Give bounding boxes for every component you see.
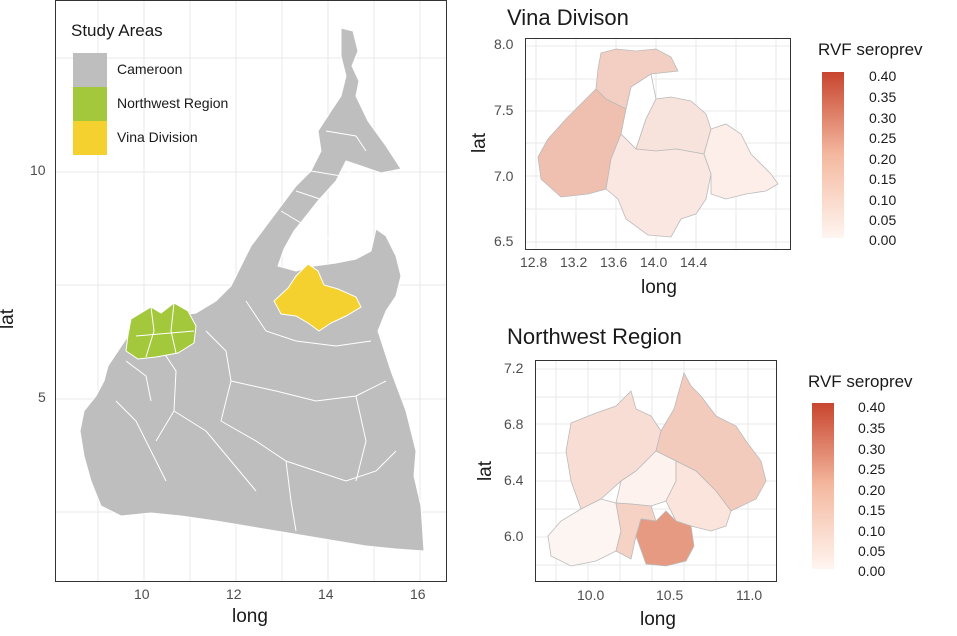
vina-legend-tick: 0.10 <box>869 192 897 208</box>
vina-map-svg <box>526 39 790 249</box>
main-xlabel: long <box>232 606 268 627</box>
northwest-xtick-11-0: 11.0 <box>736 587 763 603</box>
vina-xtick-14-0: 14.0 <box>640 254 668 270</box>
main-ytick-10: 10 <box>30 162 46 178</box>
northwest-ytick-6-8: 6.8 <box>504 416 524 432</box>
main-xtick-12: 12 <box>226 586 242 602</box>
legend-label-cameroon: Cameroon <box>117 61 183 77</box>
vina-legend-tick: 0.40 <box>869 68 897 84</box>
legend-label-vina: Vina Division <box>117 129 198 145</box>
vina-xtick-14-4: 14.4 <box>680 254 708 270</box>
northwest-xlabel: long <box>640 609 676 630</box>
northwest-legend-tick: 0.40 <box>858 399 886 415</box>
vina-legend-title: RVF seroprev <box>818 40 923 59</box>
legend-swatch-vina <box>73 121 107 155</box>
northwest-district-east <box>665 460 732 532</box>
northwest-district-southwest <box>547 498 622 567</box>
study-areas-legend-title: Study Areas <box>71 21 163 40</box>
northwest-legend-tick: 0.20 <box>858 482 886 498</box>
vina-district-east <box>703 123 779 200</box>
northwest-xtick-10-0: 10.0 <box>577 587 605 603</box>
main-xtick-10: 10 <box>134 586 150 602</box>
vina-legend-tick: 0.00 <box>869 232 897 248</box>
vina-legend-tick: 0.20 <box>869 151 897 167</box>
cameroon-shape <box>79 27 425 552</box>
northwest-legend-tick: 0.05 <box>858 543 886 559</box>
vina-ylabel: lat <box>469 132 491 154</box>
northwest-legend-tick: 0.35 <box>858 420 886 436</box>
vina-legend-tick: 0.15 <box>869 171 897 187</box>
vina-ytick-6-5: 6.5 <box>494 233 514 249</box>
northwest-ytick-7-2: 7.2 <box>504 360 524 376</box>
legend-swatch-cameroon <box>73 53 107 87</box>
main-ytick-5: 5 <box>38 389 46 405</box>
vina-xtick-13-6: 13.6 <box>600 254 628 270</box>
cameroon-division-lines <box>115 130 397 532</box>
vina-xlabel: long <box>641 277 677 298</box>
northwest-map-panel <box>535 360 777 582</box>
vina-ytick-8: 8.0 <box>494 36 514 52</box>
northwest-district-south-high <box>635 510 695 567</box>
main-ylabel: lat <box>0 308 19 330</box>
northwest-legend-tick: 0.30 <box>858 441 886 457</box>
northwest-division-lines <box>135 302 195 358</box>
northwest-legend-tick: 0.10 <box>858 523 886 539</box>
northwest-region-shape <box>125 302 197 360</box>
northwest-legend-tick: 0.25 <box>858 461 886 477</box>
vina-ytick-7-5: 7.5 <box>494 102 514 118</box>
northwest-ylabel: lat <box>475 460 497 482</box>
vina-legend-colorbar <box>822 72 844 238</box>
northwest-xtick-10-5: 10.5 <box>656 587 684 603</box>
legend-label-northwest: Northwest Region <box>117 95 229 111</box>
northwest-map-svg <box>536 361 776 581</box>
northwest-legend-colorbar <box>812 403 834 569</box>
main-map-panel: Study Areas Cameroon Northwest Region Vi… <box>55 0 447 582</box>
legend-swatch-northwest <box>73 87 107 121</box>
northwest-legend-tick: 0.00 <box>858 563 886 579</box>
vina-map-panel <box>525 38 791 250</box>
main-map-svg <box>56 1 446 581</box>
vina-title: Vina Divison <box>507 5 629 30</box>
main-xtick-16: 16 <box>410 586 426 602</box>
northwest-legend-tick: 0.15 <box>858 502 886 518</box>
vina-district-south <box>605 133 712 238</box>
vina-legend-tick: 0.25 <box>869 130 897 146</box>
northwest-legend-title: RVF seroprev <box>808 372 913 391</box>
main-xtick-14: 14 <box>318 586 334 602</box>
vina-xtick-13-2: 13.2 <box>560 254 588 270</box>
vina-division-shape <box>273 263 362 332</box>
northwest-ytick-6-0: 6.0 <box>504 528 524 544</box>
vina-legend-tick: 0.05 <box>869 212 897 228</box>
vina-xtick-12-8: 12.8 <box>520 254 548 270</box>
northwest-title: Northwest Region <box>507 324 682 349</box>
northwest-ytick-6-4: 6.4 <box>504 472 524 488</box>
vina-ytick-7: 7.0 <box>494 168 514 184</box>
vina-legend-tick: 0.35 <box>869 89 897 105</box>
vina-legend-tick: 0.30 <box>869 110 897 126</box>
